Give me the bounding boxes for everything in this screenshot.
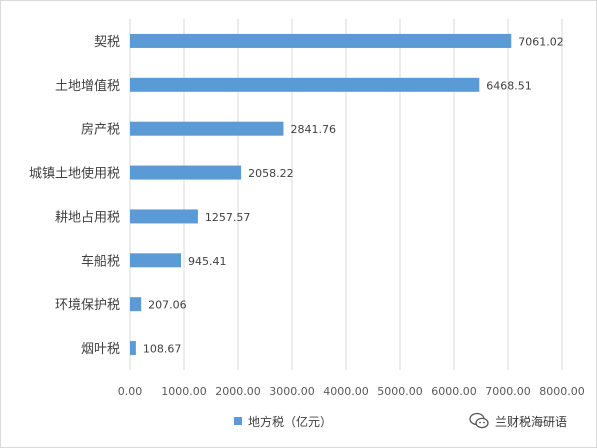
watermark-text: 兰财税海研语: [495, 414, 568, 429]
data-label: 2058.22: [248, 167, 293, 180]
category-label: 车船税: [81, 253, 120, 269]
data-label: 108.67: [143, 343, 182, 356]
legend: 地方税（亿元）: [234, 412, 332, 430]
category-label: 烟叶税: [81, 342, 120, 357]
data-label: 1257.57: [205, 211, 251, 224]
x-tick-label: 4000.00: [323, 385, 369, 398]
x-tick-label: 0.00: [118, 385, 143, 398]
category-label: 土地增值税: [55, 78, 120, 94]
bar: [130, 209, 198, 224]
bar: [130, 297, 142, 312]
data-label: 7061.02: [518, 35, 564, 48]
x-tick-label: 8000.00: [539, 385, 585, 398]
watermark: 兰财税海研语: [469, 410, 567, 432]
legend-label: 地方税（亿元）: [248, 414, 333, 429]
x-tick-label: 1000.00: [161, 385, 207, 398]
bar: [130, 121, 284, 136]
category-label: 契税: [94, 35, 120, 50]
data-label: 2841.76: [290, 123, 336, 136]
x-tick-label: 7000.00: [485, 385, 531, 398]
bar: [130, 253, 182, 268]
x-tick-label: 6000.00: [431, 385, 477, 398]
data-label: 6468.51: [486, 79, 532, 92]
bar: [130, 33, 512, 48]
x-tick-label: 5000.00: [377, 385, 423, 398]
category-label: 城镇土地使用税: [29, 166, 120, 182]
x-tick-label: 2000.00: [215, 385, 261, 398]
category-label: 耕地占用税: [55, 209, 120, 225]
data-label: 207.06: [148, 299, 187, 312]
x-tick-label: 3000.00: [269, 385, 315, 398]
bar: [130, 341, 136, 356]
bar: [130, 165, 242, 180]
data-label: 945.41: [188, 255, 227, 268]
wechat-icon: [469, 412, 489, 429]
category-label: 房产税: [81, 122, 120, 138]
bar: [130, 77, 480, 92]
legend-swatch: [234, 417, 242, 425]
category-label: 环境保护税: [55, 298, 120, 313]
